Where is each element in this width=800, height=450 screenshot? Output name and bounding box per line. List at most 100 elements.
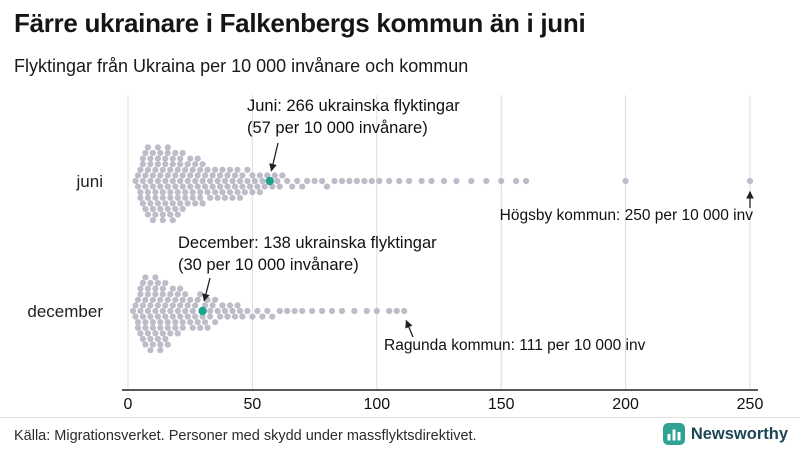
municipality-dot [226,166,234,173]
municipality-dot [157,149,164,157]
municipality-dot [177,285,184,292]
municipality-dot [152,330,159,337]
municipality-dot [157,183,164,190]
municipality-dot [147,313,154,320]
municipality-dot [224,313,231,320]
municipality-dot [184,313,191,320]
municipality-dot [174,189,181,196]
municipality-dot [164,324,171,331]
municipality-dot [319,307,326,315]
municipality-dot [157,319,164,326]
municipality-dot [239,172,246,179]
municipality-dot [154,279,161,287]
municipality-dot [149,296,156,303]
municipality-dot [177,200,184,207]
municipality-dot [149,172,156,179]
municipality-dot [194,319,201,326]
municipality-dot [202,319,209,326]
municipality-dot [137,166,144,173]
municipality-dot [259,313,266,320]
annotation-juni: Juni: 266 ukrainska flyktingar (57 per 1… [247,95,460,139]
municipality-dot [234,302,241,309]
municipality-dot [249,189,256,196]
x-axis-tick-labels: 0 50 100 150 200 250 [124,396,764,413]
municipality-dot [154,177,161,185]
municipality-dot [204,189,211,196]
municipality-dot [159,307,166,315]
municipality-dot [179,205,186,213]
municipality-dot [167,330,174,337]
x-tick-label: 100 [363,396,390,413]
municipality-dot [202,183,209,190]
municipality-dot [169,302,176,309]
municipality-dot [152,274,159,281]
municipality-dot [177,155,184,162]
municipality-dot [159,166,166,173]
municipality-dot [137,307,144,315]
municipality-dot [174,211,181,218]
municipality-dot [197,291,204,298]
municipality-dot [368,177,375,185]
arrow-ragunda-max [405,319,414,338]
municipality-dot [217,183,224,190]
municipality-dot [353,177,360,185]
municipality-dot [139,177,146,185]
municipality-dot [172,319,179,326]
municipality-dot [199,161,206,168]
municipality-dot [299,183,306,190]
municipality-dot [169,161,176,168]
municipality-dot [229,307,236,315]
municipality-dot [147,177,154,185]
municipality-dot [309,307,316,315]
municipality-dot [152,189,159,196]
municipality-dot [236,177,244,185]
municipality-dot [129,307,137,315]
municipality-dot [192,200,199,207]
chart-subtitle: Flyktingar från Ukraina per 10 000 invån… [14,56,469,76]
municipality-dot [373,307,380,315]
municipality-dot [149,341,156,348]
municipality-dot [142,296,149,303]
municipality-dot [406,177,413,185]
municipality-dot [328,307,336,315]
municipality-dot [182,307,189,315]
municipality-dot [319,177,326,185]
municipality-dot [159,285,166,292]
municipality-dot [149,205,156,213]
municipality-dot [147,347,154,354]
arrow-december-highlight [202,277,211,302]
municipality-dot [147,302,154,309]
municipality-dot [331,177,338,185]
x-tick-label: 150 [488,396,515,413]
municipality-dot [179,296,186,303]
municipality-dot [142,274,149,281]
municipality-dot [142,149,149,157]
municipality-dot [142,172,149,179]
highlight-dot-falkenberg [265,176,274,186]
municipality-dot [172,149,179,157]
municipality-dot [162,335,169,343]
municipality-dot [214,307,221,315]
municipality-dot [139,313,146,320]
municipality-dot [137,285,144,292]
municipality-dot [396,177,403,185]
municipality-dot [229,177,236,185]
municipality-dot [189,194,196,201]
municipality-dot [219,166,226,173]
annotation-arrows [202,142,754,338]
municipality-dot [154,161,161,168]
municipality-dot [162,161,169,168]
municipality-dot [179,149,186,157]
municipality-dot [164,319,171,326]
municipality-dot [361,177,368,185]
municipality-dot [157,324,164,331]
municipality-dot [159,217,166,224]
municipality-dot [177,161,184,168]
municipality-dot [207,307,214,315]
municipality-dot [498,177,505,185]
municipality-dot [513,177,520,185]
municipality-dot [197,324,204,331]
annotation-ragunda: Ragunda kommun: 111 per 10 000 inv [384,337,646,354]
